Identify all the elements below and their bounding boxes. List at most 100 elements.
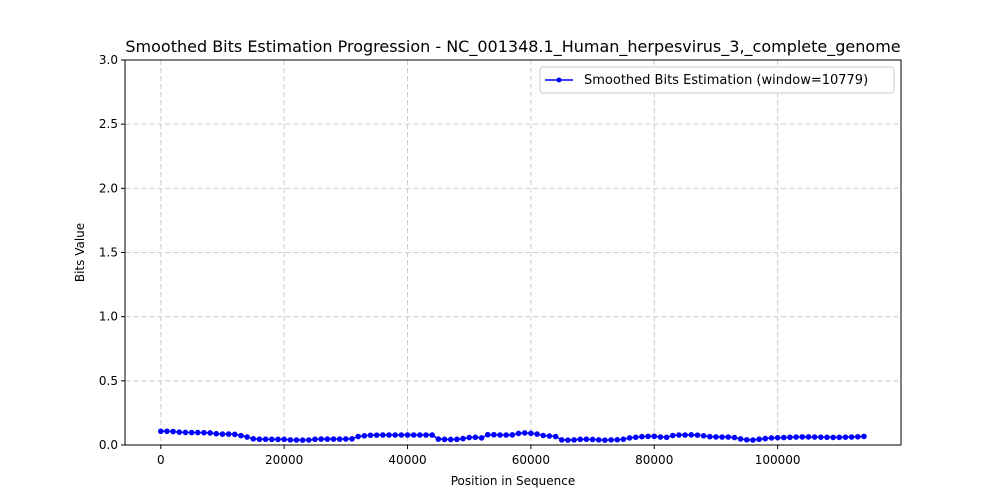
data-point (842, 434, 849, 440)
x-tick-label: 80000 (635, 453, 673, 467)
y-tick-label: 3.0 (99, 53, 118, 67)
data-point (651, 433, 658, 440)
data-point (830, 434, 836, 441)
data-point (540, 432, 547, 439)
x-tick-label: 100000 (755, 453, 801, 467)
data-point (676, 432, 682, 438)
data-point (713, 434, 719, 440)
data-point (756, 436, 762, 443)
data-point (188, 429, 195, 436)
data-point (460, 435, 466, 442)
data-point (269, 436, 275, 443)
data-point (700, 432, 707, 439)
legend: Smoothed Bits Estimation (window=10779) (539, 66, 895, 94)
data-point (793, 434, 799, 440)
x-tick-label: 0 (157, 453, 165, 467)
data-point (429, 432, 435, 438)
data-point (423, 432, 429, 438)
data-point (398, 432, 405, 438)
chart-title: Smoothed Bits Estimation Progression - N… (125, 37, 900, 57)
x-tick-label: 60000 (512, 453, 550, 467)
data-point (731, 434, 738, 441)
data-point (349, 436, 355, 442)
data-point (293, 437, 300, 443)
data-point (694, 432, 701, 438)
x-tick-label: 40000 (388, 453, 426, 467)
data-point (478, 435, 485, 441)
data-point (855, 433, 861, 440)
data-point (565, 437, 571, 443)
data-point (552, 433, 559, 440)
data-point (762, 435, 769, 442)
data-point (836, 434, 843, 441)
data-point (558, 437, 565, 443)
legend-marker-swatch (556, 77, 562, 83)
data-point (503, 432, 510, 438)
data-point (608, 437, 614, 443)
x-tick-label: 20000 (265, 453, 303, 467)
data-point (170, 428, 176, 435)
y-tick-label: 0.5 (99, 374, 118, 388)
data-point (318, 436, 324, 442)
y-tick-label: 2.0 (99, 181, 118, 195)
data-point (312, 436, 318, 443)
data-point (682, 432, 688, 438)
data-point (614, 436, 621, 443)
data-point (750, 437, 756, 443)
data-point (213, 430, 220, 437)
data-point (386, 432, 392, 438)
data-point (392, 432, 398, 438)
data-point (768, 435, 775, 441)
data-point (774, 434, 781, 441)
y-tick-label: 1.0 (99, 310, 118, 324)
data-point (194, 429, 201, 436)
data-point (299, 437, 306, 443)
data-point (491, 431, 497, 438)
data-point (725, 434, 732, 440)
data-point (632, 434, 639, 441)
legend-label: Smoothed Bits Estimation (window=10779) (584, 73, 868, 88)
data-point (824, 434, 830, 441)
data-point (287, 437, 294, 443)
data-point (256, 436, 263, 443)
data-point (534, 431, 540, 437)
data-point (250, 436, 257, 442)
data-point (848, 434, 855, 440)
data-point (861, 433, 867, 440)
data-point (583, 436, 590, 443)
data-point (521, 430, 528, 436)
data-point (275, 436, 281, 443)
data-point (244, 434, 250, 440)
data-point (182, 429, 189, 436)
data-point (238, 432, 244, 439)
data-point (626, 435, 633, 441)
data-point (799, 434, 806, 440)
data-point (176, 429, 183, 435)
data-point (719, 434, 725, 440)
data-point (811, 434, 818, 440)
data-point (780, 434, 787, 441)
data-point (157, 428, 164, 435)
data-point (447, 436, 454, 443)
legend-box (539, 66, 895, 94)
data-point (306, 437, 312, 443)
ticks: 0 20000 40000 60000 80000 100000 0.0 0.5 1.0 1.5 2… (99, 53, 801, 467)
data-point (466, 434, 473, 441)
data-point (281, 436, 287, 443)
data-point (410, 432, 417, 438)
data-point (805, 434, 812, 440)
data-point (787, 434, 793, 441)
data-point (219, 431, 226, 437)
data-point (657, 434, 664, 440)
data-point (484, 431, 491, 438)
data-point (330, 436, 337, 442)
data-point (515, 430, 522, 437)
data-point (324, 436, 331, 442)
data-point (602, 437, 608, 443)
series-layer (157, 428, 867, 443)
data-point (571, 437, 577, 443)
data-point (472, 434, 479, 441)
data-point (164, 428, 170, 435)
data-point (546, 433, 553, 439)
